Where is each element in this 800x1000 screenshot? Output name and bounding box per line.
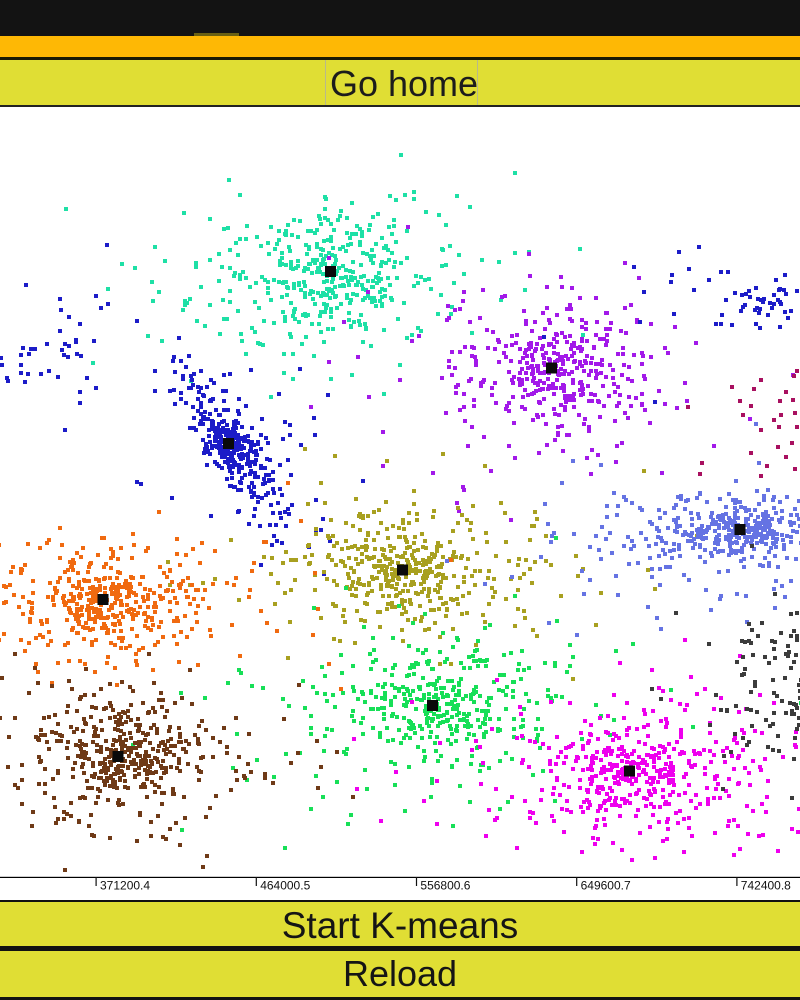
svg-text:371200.4: 371200.4 xyxy=(100,879,150,893)
svg-text:464000.5: 464000.5 xyxy=(260,879,310,893)
svg-text:742400.8: 742400.8 xyxy=(741,879,791,893)
svg-text:556800.6: 556800.6 xyxy=(420,879,470,893)
svg-text:649600.7: 649600.7 xyxy=(581,879,631,893)
